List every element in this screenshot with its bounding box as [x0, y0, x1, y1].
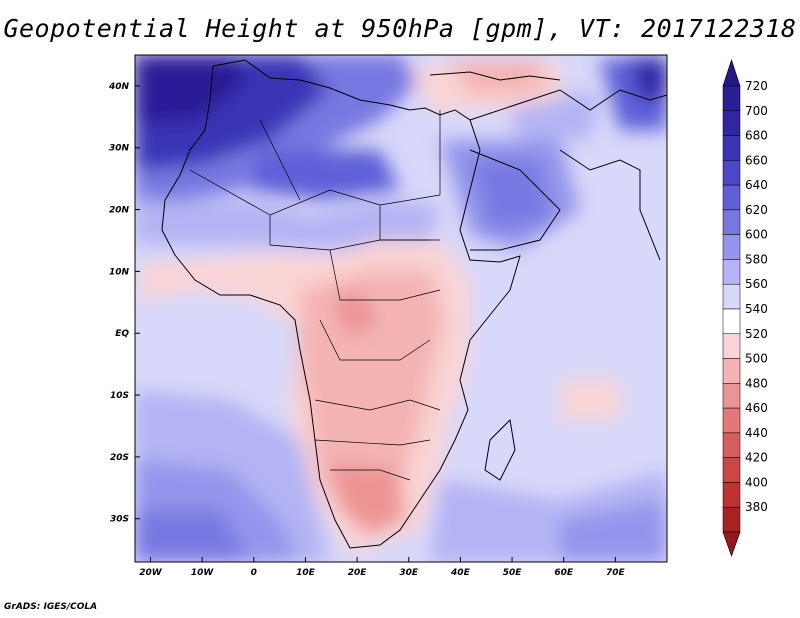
lon-tick-label: 0: [251, 568, 257, 578]
colorbar-label: 540: [745, 302, 768, 316]
colorbar: 720 700 680 660 640 620 600 580 560 540 520 500 480 4…: [722, 59, 768, 557]
longitude-axis: 20W 10W 0 10E 20E 30E 40E 50E 60E 70E: [139, 557, 626, 578]
colorbar-swatch: [722, 110, 741, 136]
colorbar-swatch: [722, 506, 741, 533]
lat-tick-label: 30N: [109, 144, 130, 154]
colorbar-label: 720: [745, 79, 768, 93]
map-frame: [134, 54, 668, 563]
colorbar-swatch: [722, 407, 741, 434]
colorbar-label: 680: [745, 129, 768, 143]
coastlines: [161, 59, 667, 549]
colorbar-swatch: [722, 432, 741, 458]
map-title: Geopotential Height at 950hPa [gpm], VT:…: [3, 14, 797, 43]
colorbar-swatch: [722, 457, 741, 483]
colorbar-swatch: [722, 209, 741, 235]
colorbar-swatch: [722, 333, 741, 359]
colorbar-label: 580: [745, 252, 768, 266]
colorbar-bottom-arrow: [722, 531, 741, 557]
colorbar-swatch: [722, 184, 741, 211]
lat-tick-label: 20S: [110, 453, 129, 463]
colorbar-label: 600: [745, 228, 768, 242]
colorbar-label: 400: [745, 475, 768, 489]
colorbar-label: 620: [745, 203, 768, 217]
lat-tick-label: 10N: [109, 267, 130, 277]
colorbar-label: 700: [745, 104, 768, 118]
colorbar-swatch: [722, 383, 741, 409]
colorbar-swatch: [722, 234, 741, 260]
colorbar-swatch: [722, 482, 741, 508]
colorbar-top-arrow: [722, 59, 741, 87]
colorbar-swatch: [722, 283, 741, 310]
lon-tick-label: 40E: [450, 568, 471, 578]
colorbar-label: 660: [745, 153, 768, 167]
colorbar-swatch: [722, 259, 741, 285]
colorbar-label: 500: [745, 352, 768, 366]
colorbar-label: 460: [745, 401, 768, 415]
lon-tick-label: 10E: [296, 568, 316, 578]
lon-tick-label: 30E: [399, 568, 419, 578]
colorbar-swatch: [722, 308, 741, 335]
lon-tick-label: 50E: [503, 568, 523, 578]
lon-tick-label: 20W: [139, 568, 163, 578]
height-field: [135, 55, 667, 562]
colorbar-swatch: [722, 358, 741, 384]
lat-tick-label: 10S: [110, 391, 129, 401]
country-borders: [189, 110, 441, 481]
lon-tick-label: 60E: [554, 568, 574, 578]
lon-tick-label: 10W: [191, 568, 215, 578]
lat-tick-label: 40N: [108, 82, 130, 92]
colorbar-label: 520: [745, 327, 768, 341]
latitude-axis: 40N 30N 20N 10N EQ 10S 20S 30S: [108, 82, 140, 525]
colorbar-swatch: [722, 85, 741, 112]
lat-tick-label: 30S: [110, 515, 129, 525]
lon-tick-label: 20E: [348, 568, 368, 578]
lon-tick-label: 70E: [606, 568, 626, 578]
colorbar-swatch: [722, 160, 741, 186]
colorbar-label: 380: [745, 500, 768, 514]
lat-tick-label: 20N: [109, 206, 130, 216]
colorbar-label: 640: [745, 178, 768, 192]
colorbar-label: 440: [745, 426, 768, 440]
credit-text: GrADS: IGES/COLA: [4, 602, 98, 612]
lat-tick-label: EQ: [115, 329, 129, 339]
colorbar-swatch: [722, 135, 741, 161]
colorbar-label: 420: [745, 451, 768, 465]
colorbar-label: 480: [745, 376, 768, 390]
colorbar-label: 560: [745, 277, 768, 291]
